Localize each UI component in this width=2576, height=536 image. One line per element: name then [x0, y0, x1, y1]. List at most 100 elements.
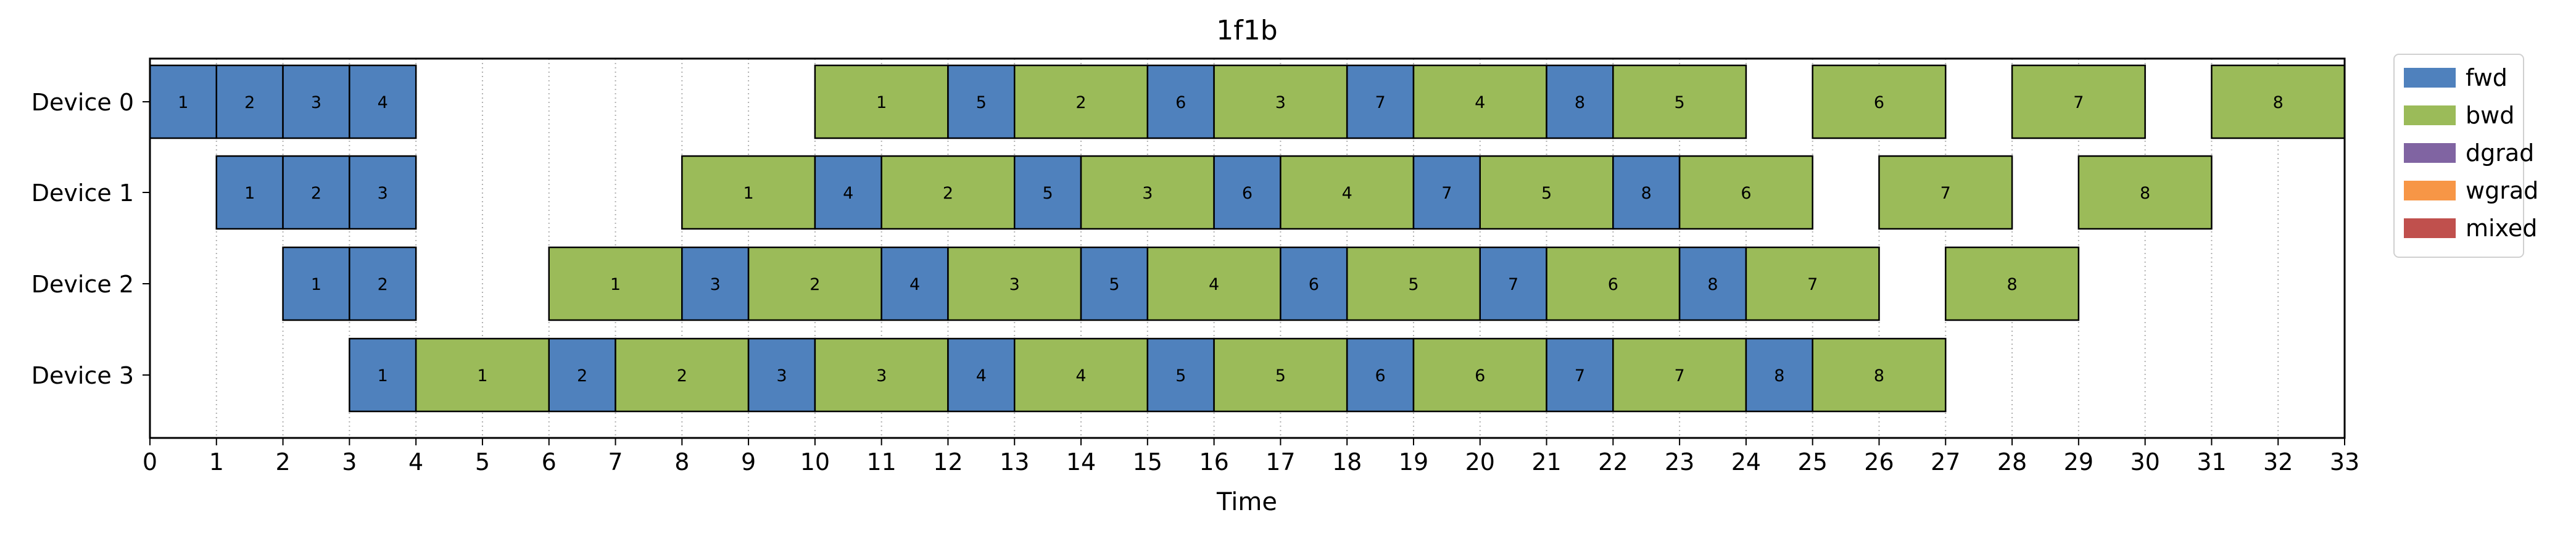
legend: fwd bwd dgrad wgrad mixed: [2393, 54, 2538, 258]
x-tick-label: 22: [1598, 448, 1628, 476]
task-label: 1: [178, 93, 188, 112]
task-label: 5: [1675, 93, 1685, 112]
task-label: 1: [477, 366, 487, 386]
task-label: 8: [1874, 366, 1884, 386]
task-bars: 1 2 3 4 1 5 2 6 3 7 4 8 5 6 7 8 1 2 3 1 4 2 5 3 6 4 7 5 8 6 7 8 1 2 1 3 2 4 3 5…: [149, 64, 2346, 413]
task-label: 8: [1575, 93, 1585, 112]
task-label: 8: [2273, 93, 2284, 112]
task-bar-bwd: [548, 246, 683, 321]
task-bar-bwd: [1878, 155, 2013, 230]
task-bar-fwd: [1612, 155, 1681, 230]
task-label: 4: [909, 275, 920, 294]
task-label: 5: [1275, 366, 1286, 386]
legend-label-dgrad: dgrad: [2466, 139, 2534, 167]
task-bar-bwd: [1412, 337, 1547, 413]
task-label: 2: [1075, 93, 1086, 112]
task-bar-bwd: [615, 337, 750, 413]
x-tick-label: 18: [1332, 448, 1362, 476]
task-label: 7: [2073, 93, 2084, 112]
task-bar-fwd: [282, 64, 350, 139]
x-tick-label: 23: [1665, 448, 1694, 476]
y-tick-label: Device 3: [31, 362, 134, 389]
task-bar-fwd: [349, 246, 417, 321]
x-tick-label: 14: [1066, 448, 1096, 476]
task-bar-bwd: [681, 155, 816, 230]
x-tick-label: 26: [1864, 448, 1894, 476]
task-bar-bwd: [415, 337, 550, 413]
task-bar-fwd: [1479, 246, 1547, 321]
task-bar-fwd: [947, 64, 1016, 139]
task-bar-fwd: [149, 64, 218, 139]
x-tick-label: 16: [1199, 448, 1228, 476]
x-tick-label: 12: [933, 448, 963, 476]
task-bar-bwd: [1213, 337, 1348, 413]
task-bar-fwd: [814, 155, 882, 230]
task-label: 5: [1175, 366, 1186, 386]
task-bar-bwd: [1745, 246, 1880, 321]
legend-swatch-wgrad: [2404, 181, 2456, 200]
x-tick-label: 32: [2263, 448, 2293, 476]
task-label: 6: [1309, 275, 1319, 294]
y-tick-label: Device 2: [31, 271, 134, 298]
x-axis-label: Time: [1216, 488, 1277, 516]
task-label: 1: [311, 275, 321, 294]
task-label: 3: [776, 366, 787, 386]
task-bar-fwd: [1280, 246, 1348, 321]
task-label: 3: [1009, 275, 1020, 294]
task-bar-bwd: [880, 155, 1016, 230]
task-bar-bwd: [1013, 64, 1149, 139]
x-tick-label: 6: [542, 448, 557, 476]
task-bar-bwd: [1546, 246, 1681, 321]
task-bar-fwd: [880, 246, 949, 321]
task-label: 5: [1109, 275, 1119, 294]
task-label: 3: [311, 93, 321, 112]
task-label: 5: [1408, 275, 1418, 294]
task-label: 8: [1641, 184, 1652, 203]
task-label: 1: [876, 93, 887, 112]
x-tick-label: 30: [2130, 448, 2160, 476]
legend-label-mixed: mixed: [2466, 215, 2537, 242]
legend-swatch-bwd: [2404, 105, 2456, 125]
plot-frame: [149, 57, 2346, 439]
x-tick-label: 20: [1465, 448, 1495, 476]
task-label: 6: [1874, 93, 1884, 112]
x-tick-label: 24: [1731, 448, 1761, 476]
task-label: 1: [378, 366, 388, 386]
task-label: 2: [378, 275, 388, 294]
task-bar-bwd: [1080, 155, 1215, 230]
task-bar-bwd: [1146, 246, 1282, 321]
x-tick-label: 4: [408, 448, 423, 476]
x-tick-label: 11: [866, 448, 896, 476]
task-label: 8: [2007, 275, 2017, 294]
task-label: 7: [1575, 366, 1585, 386]
x-tick-label: 33: [2330, 448, 2359, 476]
task-bar-fwd: [282, 246, 350, 321]
task-bar-bwd: [1346, 246, 1481, 321]
task-bar-fwd: [1213, 155, 1282, 230]
x-tick-label: 15: [1133, 448, 1162, 476]
task-bar-fwd: [215, 155, 284, 230]
task-label: 3: [876, 366, 887, 386]
task-label: 6: [1475, 366, 1485, 386]
task-label: 4: [378, 93, 388, 112]
task-label: 1: [244, 184, 255, 203]
x-tick-label: 5: [475, 448, 490, 476]
task-bar-bwd: [1678, 155, 1813, 230]
task-label: 5: [1541, 184, 1552, 203]
task-bar-fwd: [1146, 64, 1215, 139]
task-label: 7: [1675, 366, 1685, 386]
task-bar-bwd: [814, 337, 949, 413]
y-tick-label: Device 0: [31, 89, 134, 116]
x-tick-label: 17: [1265, 448, 1295, 476]
x-tick-label: 27: [1931, 448, 1960, 476]
legend-label-wgrad: wgrad: [2466, 177, 2538, 204]
task-label: 3: [378, 184, 388, 203]
task-label: 2: [810, 275, 820, 294]
task-label: 2: [577, 366, 587, 386]
task-label: 1: [743, 184, 753, 203]
task-bar-fwd: [548, 337, 616, 413]
task-label: 2: [311, 184, 321, 203]
task-label: 6: [1375, 366, 1385, 386]
x-tick-label: 1: [209, 448, 224, 476]
task-label: 2: [677, 366, 687, 386]
